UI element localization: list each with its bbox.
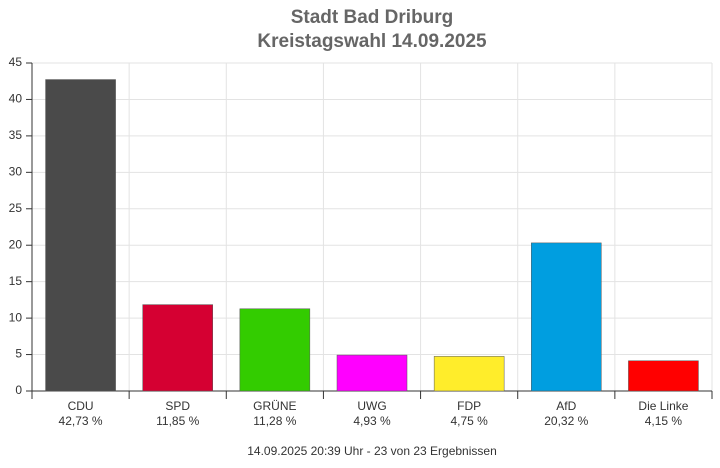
- x-tick-label: AfD: [556, 399, 576, 413]
- x-tick-label: SPD: [165, 399, 190, 413]
- x-tick-label: UWG: [357, 399, 386, 413]
- bar: [239, 308, 311, 392]
- bar: [142, 304, 213, 392]
- y-tick-label: 5: [15, 347, 22, 361]
- value-label: 4,93 %: [353, 414, 391, 428]
- value-label: 11,85 %: [156, 414, 199, 428]
- x-tick-label: Die Linke: [638, 399, 688, 413]
- x-tick-label: GRÜNE: [253, 399, 296, 413]
- value-label: 20,32 %: [544, 414, 588, 428]
- bar: [531, 242, 602, 392]
- bar: [628, 360, 699, 392]
- bar: [433, 356, 505, 392]
- value-label: 11,28 %: [253, 414, 296, 428]
- x-tick-label: FDP: [457, 399, 481, 413]
- y-tick-label: 0: [15, 383, 22, 397]
- value-label: 42,73 %: [59, 414, 103, 428]
- x-tick-label: CDU: [68, 399, 94, 413]
- chart-subtitle: Kreistagswahl 14.09.2025: [257, 31, 487, 52]
- y-tick-label: 30: [9, 165, 23, 179]
- y-tick-label: 45: [9, 55, 23, 69]
- value-label: 4,75 %: [450, 414, 488, 428]
- y-tick-label: 10: [9, 310, 23, 324]
- chart-title: Stadt Bad Driburg: [291, 7, 454, 28]
- y-tick-label: 25: [9, 201, 23, 215]
- y-tick-label: 20: [9, 237, 23, 251]
- y-tick-label: 35: [9, 128, 23, 142]
- y-tick-label: 40: [9, 92, 23, 106]
- y-tick-label: 15: [9, 274, 23, 288]
- footer: 14.09.2025 20:39 Uhr - 23 von 23 Ergebni…: [247, 444, 497, 458]
- bar: [45, 79, 116, 392]
- bar: [336, 354, 408, 392]
- value-label: 4,15 %: [645, 414, 683, 428]
